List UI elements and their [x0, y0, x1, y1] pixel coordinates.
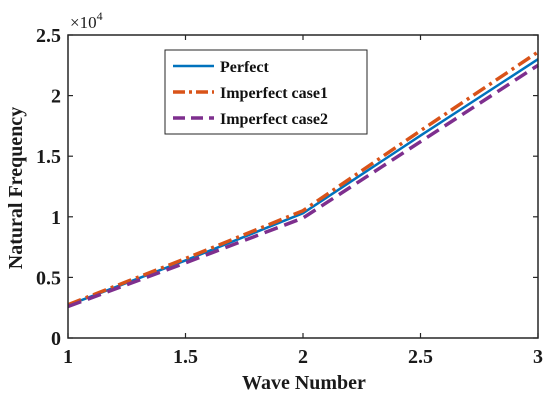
x-tick-label: 2.5: [408, 346, 433, 368]
ticks-group: 1 1.5 2 2.5 3 0 0.5 1 1.5 2 2.5: [36, 25, 543, 368]
y-tick-label: 0: [51, 328, 61, 350]
x-axis-label: Wave Number: [242, 372, 366, 394]
y-exponent-power: 4: [97, 9, 103, 23]
x-tick-label: 1.5: [173, 346, 198, 368]
y-axis-label: Natural Frequency: [5, 107, 27, 269]
x-tick-label: 2: [298, 346, 308, 368]
y-exponent-label: ×104: [70, 9, 103, 32]
legend: Perfect Imperfect case1 Imperfect case2: [164, 49, 368, 135]
y-tick-label: 0.5: [36, 267, 61, 289]
y-tick-label: 1: [51, 207, 61, 229]
legend-label-imperfect-case2: Imperfect case2: [220, 111, 328, 128]
y-tick-label: 2.5: [36, 25, 61, 47]
series-line-imperfect-case1: [67, 50, 539, 307]
x-tick-label: 3: [533, 346, 543, 368]
y-exponent-base: ×10: [70, 13, 97, 32]
y-tick-label: 2: [51, 86, 61, 108]
legend-label-perfect: Perfect: [220, 59, 270, 76]
legend-label-imperfect-case1: Imperfect case1: [220, 85, 328, 102]
plot-area-frame: [67, 34, 539, 339]
y-tick-label: 1.5: [36, 146, 61, 168]
series-group: [67, 50, 539, 309]
x-tick-label: 1: [63, 346, 73, 368]
